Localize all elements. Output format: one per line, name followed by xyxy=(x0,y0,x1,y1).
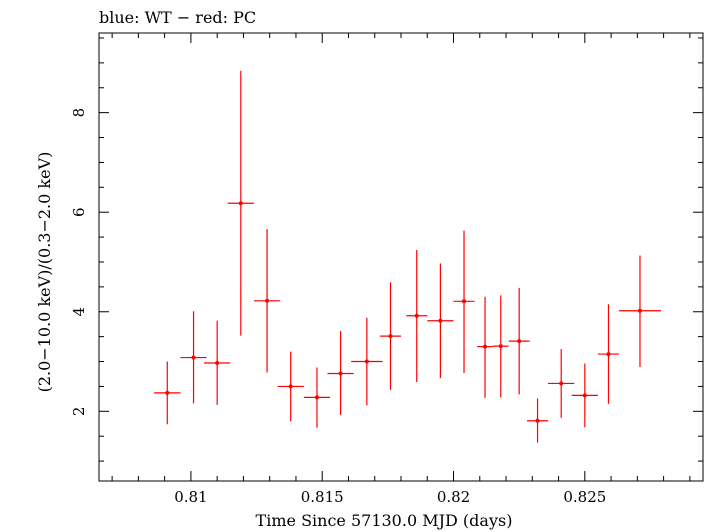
point-marker xyxy=(165,390,170,395)
data-point xyxy=(180,311,207,404)
data-point xyxy=(406,250,428,382)
point-marker xyxy=(288,384,293,389)
plot-frame xyxy=(98,32,704,482)
point-marker xyxy=(238,201,243,206)
y-tick-label: 6 xyxy=(70,207,88,217)
x-axis-label: Time Since 57130.0 MJD (days) xyxy=(256,511,513,530)
data-point xyxy=(303,367,331,428)
data-point xyxy=(453,230,475,373)
data-points xyxy=(154,70,661,443)
point-marker xyxy=(517,339,522,344)
x-tick-label: 0.81 xyxy=(174,488,207,506)
data-point xyxy=(597,304,619,404)
point-marker xyxy=(414,313,419,318)
data-point xyxy=(379,282,401,390)
data-point xyxy=(351,317,383,406)
point-marker xyxy=(438,318,443,323)
point-marker xyxy=(606,352,611,357)
point-marker xyxy=(215,361,220,366)
x-tick-label: 0.815 xyxy=(301,488,344,506)
y-tick-label: 2 xyxy=(70,407,88,417)
data-point xyxy=(154,361,181,425)
point-marker xyxy=(582,393,587,398)
data-point xyxy=(548,349,575,418)
x-tick-label: 0.82 xyxy=(437,488,470,506)
data-point xyxy=(508,287,530,395)
x-tick-label: 0.825 xyxy=(563,488,606,506)
point-marker xyxy=(498,344,503,349)
point-marker xyxy=(191,355,196,360)
data-point xyxy=(571,363,598,428)
data-point xyxy=(204,320,231,405)
data-point xyxy=(277,351,304,422)
point-marker xyxy=(637,308,642,313)
data-point xyxy=(253,229,281,373)
x-axis-ticks: 0.81 0.815 0.82 0.825 xyxy=(111,33,691,506)
y-tick-label: 4 xyxy=(70,307,88,317)
y-axis-label: (2.0−10.0 keV)/(0.3−2.0 keV) xyxy=(35,152,54,393)
data-point xyxy=(618,255,661,368)
data-point xyxy=(327,331,354,415)
data-point xyxy=(527,398,549,443)
point-marker xyxy=(559,381,564,386)
data-point xyxy=(227,70,254,336)
data-point xyxy=(477,296,493,398)
point-marker xyxy=(483,344,488,349)
y-tick-label: 8 xyxy=(70,108,88,118)
point-marker xyxy=(535,418,540,423)
y-axis-ticks: 2 4 6 8 xyxy=(70,37,703,462)
point-marker xyxy=(338,371,343,376)
point-marker xyxy=(364,359,369,364)
point-marker xyxy=(388,334,393,339)
point-marker xyxy=(314,395,319,400)
data-point xyxy=(492,295,509,398)
chart-title: blue: WT − red: PC xyxy=(99,8,256,27)
point-marker xyxy=(265,298,270,303)
point-marker xyxy=(462,299,467,304)
data-point xyxy=(427,263,454,378)
